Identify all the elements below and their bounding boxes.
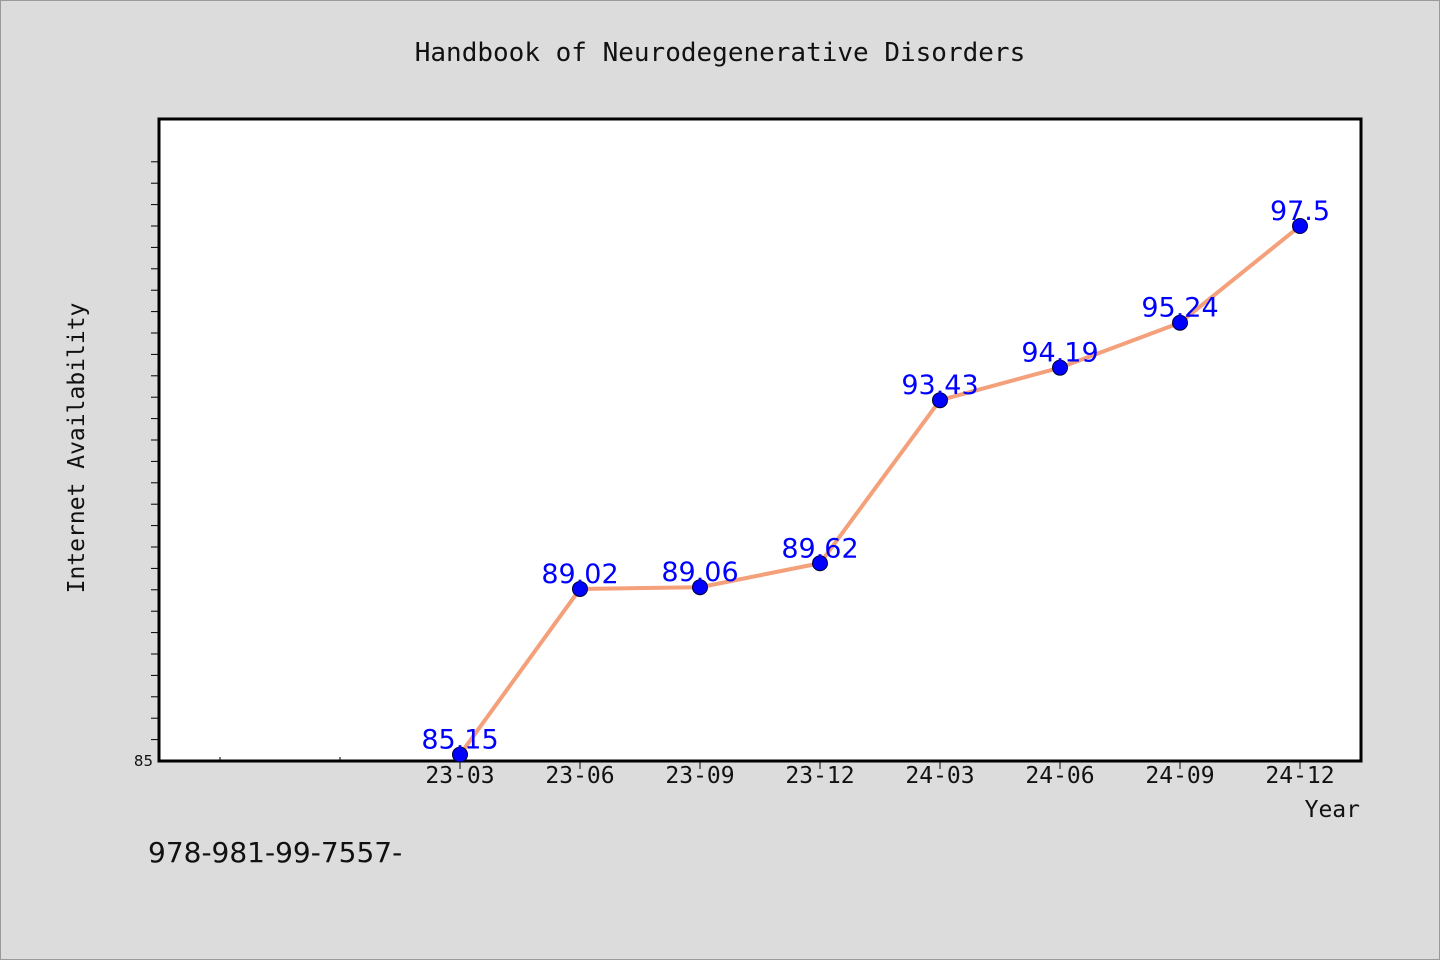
x-tick-label: 24-12	[1265, 763, 1334, 789]
plot-area	[157, 117, 1363, 763]
data-label: 93.43	[901, 370, 978, 401]
data-labels: 85.15 89.02 89.06 89.62 93.43 94.19 95.24 97.5	[421, 196, 1330, 756]
x-axis-label: Year	[1305, 797, 1360, 823]
x-tick-label: 24-06	[1025, 763, 1094, 789]
y-tick-label: 85	[134, 752, 153, 770]
data-point	[452, 746, 468, 763]
data-point	[692, 579, 708, 596]
data-label: 85.15	[421, 725, 498, 756]
x-tick-label: 24-09	[1145, 763, 1214, 789]
data-point	[932, 392, 948, 409]
data-label: 95.24	[1141, 293, 1218, 324]
data-point	[1292, 218, 1308, 234]
data-point	[812, 555, 828, 572]
data-point	[572, 580, 588, 597]
isbn-footer: 978-981-99-7557-	[148, 836, 402, 869]
data-point	[1052, 359, 1068, 376]
x-tick-label: 23-12	[785, 763, 854, 789]
x-tick-label: 23-03	[425, 763, 494, 789]
y-axis-label: Internet Availability	[64, 303, 90, 594]
x-tick-label: 24-03	[905, 763, 974, 789]
chart-title: Handbook of Neurodegenerative Disorders	[415, 38, 1025, 68]
x-axis-ticks: 23-03 23-06 23-09 23-12 24-03 24-06 24-09 24-12	[219, 757, 1335, 789]
data-label: 97.5	[1270, 196, 1330, 227]
data-point	[1172, 314, 1188, 331]
series-line	[458, 224, 1302, 756]
series-markers	[452, 218, 1308, 763]
data-label: 89.62	[781, 533, 858, 564]
x-tick-label: 23-09	[665, 763, 734, 789]
data-label: 94.19	[1021, 338, 1098, 369]
x-tick-label: 23-06	[545, 763, 614, 789]
data-label: 89.06	[661, 557, 738, 588]
y-axis-ticks: 85	[134, 161, 159, 770]
data-label: 89.02	[541, 559, 618, 590]
